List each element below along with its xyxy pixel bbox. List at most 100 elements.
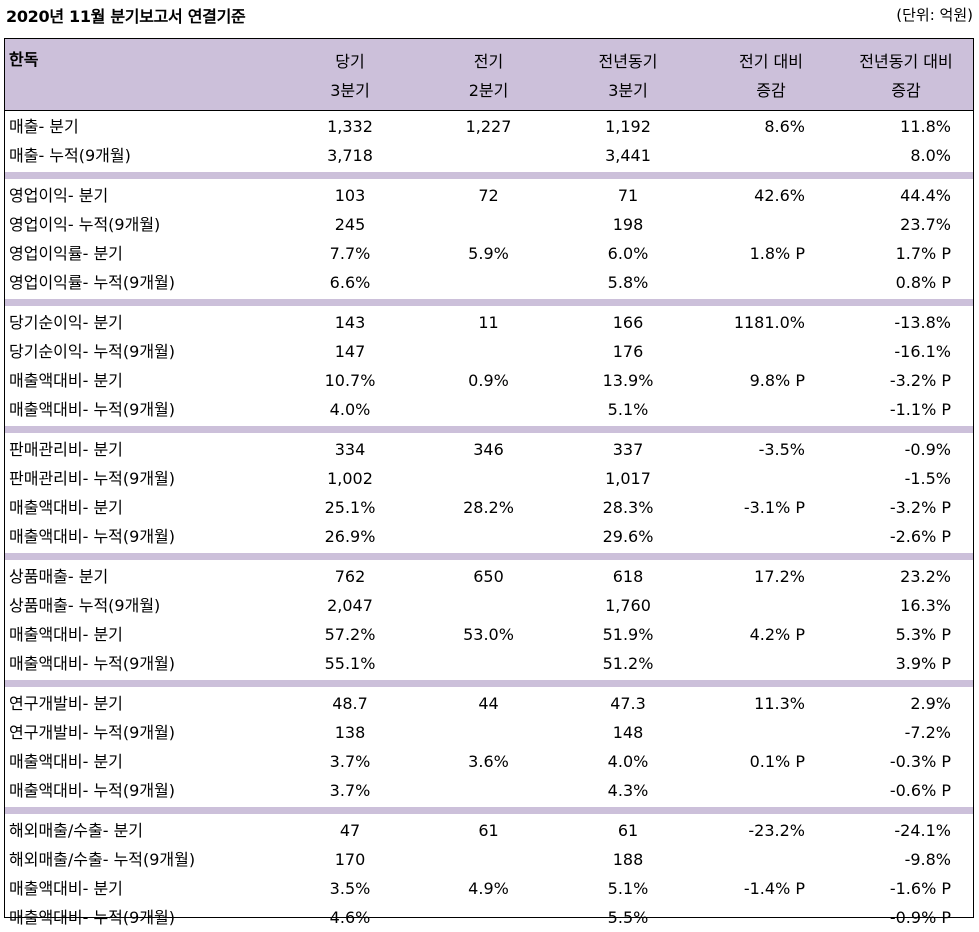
previous-value: 53.0% (463, 625, 514, 644)
row-label: 매출액대비- 분기 (9, 879, 123, 898)
year-ago-value: 1,760 (605, 596, 651, 615)
table-row: 영업이익률- 누적(9개월) 6.6% 5.8% 0.8% P (5, 268, 973, 297)
row-label: 매출액대비- 분기 (9, 371, 123, 390)
yoy-change: -16.1% (894, 342, 951, 361)
year-ago-value: 176 (612, 342, 644, 361)
qoq-change: -3.5% (758, 440, 805, 459)
yoy-change: -1.6% P (889, 879, 951, 898)
row-label: 매출액대비- 누적(9개월) (9, 908, 176, 927)
current-value: 57.2% (324, 625, 376, 644)
current-value: 334 (334, 440, 366, 459)
year-ago-value: 47.3 (610, 694, 646, 713)
table-row: 연구개발비- 분기 48.7 44 47.3 11.3% 2.9% (5, 689, 973, 718)
yoy-change: -3.2% P (889, 498, 951, 517)
qoq-change: 11.3% (754, 694, 805, 713)
current-value: 3.7% (329, 781, 371, 800)
yoy-change: 44.4% (900, 186, 951, 205)
current-value: 103 (334, 186, 366, 205)
table-row: 당기순이익- 누적(9개월) 147 176 -16.1% (5, 337, 973, 366)
table-row: 매출액대비- 분기 57.2% 53.0% 51.9% 4.2% P 5.3% P (5, 620, 973, 649)
previous-value: 28.2% (463, 498, 514, 517)
section-separator (5, 172, 973, 179)
year-ago-value: 198 (612, 215, 644, 234)
current-value: 25.1% (324, 498, 376, 517)
yoy-change: -9.8% (904, 850, 951, 869)
row-label: 매출- 누적(9개월) (9, 146, 131, 165)
yoy-change: 16.3% (900, 596, 951, 615)
section-separator (5, 553, 973, 560)
year-ago-value: 5.5% (607, 908, 649, 927)
section-separator (5, 807, 973, 814)
yoy-change: -1.1% P (889, 400, 951, 419)
table-row: 매출액대비- 누적(9개월) 26.9% 29.6% -2.6% P (5, 522, 973, 551)
current-value: 147 (334, 342, 366, 361)
current-value: 170 (334, 850, 366, 869)
header-qoq-change: 전기 대비 증감 (739, 52, 803, 100)
financial-table: 한독 당기 3분기 전기 2분기 전년동기 3분기 전기 대비 증감 전년동기 대비 증감… (4, 38, 974, 927)
unit-label: (단위: 억원) (896, 6, 973, 24)
current-value: 138 (334, 723, 366, 742)
previous-value: 0.9% (468, 371, 509, 390)
row-label: 매출액대비- 누적(9개월) (9, 527, 176, 546)
qoq-change: 1181.0% (733, 313, 805, 332)
row-label: 해외매출/수출- 분기 (9, 821, 144, 840)
year-ago-value: 166 (612, 313, 644, 332)
yoy-change: 23.7% (900, 215, 951, 234)
table-row: 판매관리비- 누적(9개월) 1,002 1,017 -1.5% (5, 464, 973, 493)
year-ago-value: 6.0% (607, 244, 649, 263)
current-value: 4.6% (329, 908, 371, 927)
current-value: 7.7% (329, 244, 371, 263)
year-ago-value: 61 (617, 821, 639, 840)
table-row: 매출액대비- 누적(9개월) 55.1% 51.2% 3.9% P (5, 649, 973, 678)
section-separator (5, 680, 973, 687)
table-row: 영업이익률- 분기 7.7% 5.9% 6.0% 1.8% P 1.7% P (5, 239, 973, 268)
row-label: 영업이익- 분기 (9, 186, 109, 205)
previous-value: 650 (473, 567, 504, 586)
table-row: 당기순이익- 분기 143 11 166 1181.0% -13.8% (5, 308, 973, 337)
table-row: 매출액대비- 누적(9개월) 3.7% 4.3% -0.6% P (5, 776, 973, 805)
yoy-change: -0.6% P (889, 781, 951, 800)
year-ago-value: 1,017 (605, 469, 651, 488)
current-value: 762 (334, 567, 366, 586)
table-row: 매출액대비- 분기 3.5% 4.9% 5.1% -1.4% P -1.6% P (5, 874, 973, 903)
previous-value: 5.9% (468, 244, 509, 263)
section-separator (5, 299, 973, 306)
previous-value: 61 (478, 821, 499, 840)
row-label: 해외매출/수출- 누적(9개월) (9, 850, 196, 869)
yoy-change: 8.0% (910, 146, 951, 165)
yoy-change: -0.3% P (889, 752, 951, 771)
table-row: 매출액대비- 누적(9개월) 4.0% 5.1% -1.1% P (5, 395, 973, 424)
row-label: 매출액대비- 누적(9개월) (9, 400, 176, 419)
row-label: 당기순이익- 누적(9개월) (9, 342, 176, 361)
current-value: 3.7% (329, 752, 371, 771)
table-row: 영업이익- 누적(9개월) 245 198 23.7% (5, 210, 973, 239)
current-value: 1,332 (327, 117, 373, 136)
previous-value: 346 (473, 440, 504, 459)
table-row: 상품매출- 분기 762 650 618 17.2% 23.2% (5, 562, 973, 591)
row-label: 매출- 분기 (9, 117, 79, 136)
table-row: 매출액대비- 누적(9개월) 4.6% 5.5% -0.9% P (5, 903, 973, 932)
previous-value: 4.9% (468, 879, 509, 898)
table-row: 매출액대비- 분기 3.7% 3.6% 4.0% 0.1% P -0.3% P (5, 747, 973, 776)
row-label: 매출액대비- 누적(9개월) (9, 781, 176, 800)
current-value: 2,047 (327, 596, 373, 615)
year-ago-value: 1,192 (605, 117, 651, 136)
year-ago-value: 13.9% (602, 371, 654, 390)
row-label: 영업이익률- 분기 (9, 244, 123, 263)
current-value: 245 (334, 215, 366, 234)
yoy-change: 11.8% (900, 117, 951, 136)
year-ago-value: 4.0% (607, 752, 649, 771)
current-value: 1,002 (327, 469, 373, 488)
row-label: 영업이익- 누적(9개월) (9, 215, 161, 234)
year-ago-value: 337 (612, 440, 644, 459)
previous-value: 1,227 (465, 117, 512, 136)
year-ago-value: 5.1% (607, 400, 649, 419)
year-ago-value: 188 (612, 850, 644, 869)
company-name: 한독 (9, 50, 39, 69)
table-row: 연구개발비- 누적(9개월) 138 148 -7.2% (5, 718, 973, 747)
year-ago-value: 3,441 (605, 146, 651, 165)
table-row: 매출- 누적(9개월) 3,718 3,441 8.0% (5, 141, 973, 170)
table-row: 해외매출/수출- 분기 47 61 61 -23.2% -24.1% (5, 816, 973, 845)
year-ago-value: 51.2% (602, 654, 654, 673)
header-previous-quarter: 전기 2분기 (468, 52, 509, 100)
